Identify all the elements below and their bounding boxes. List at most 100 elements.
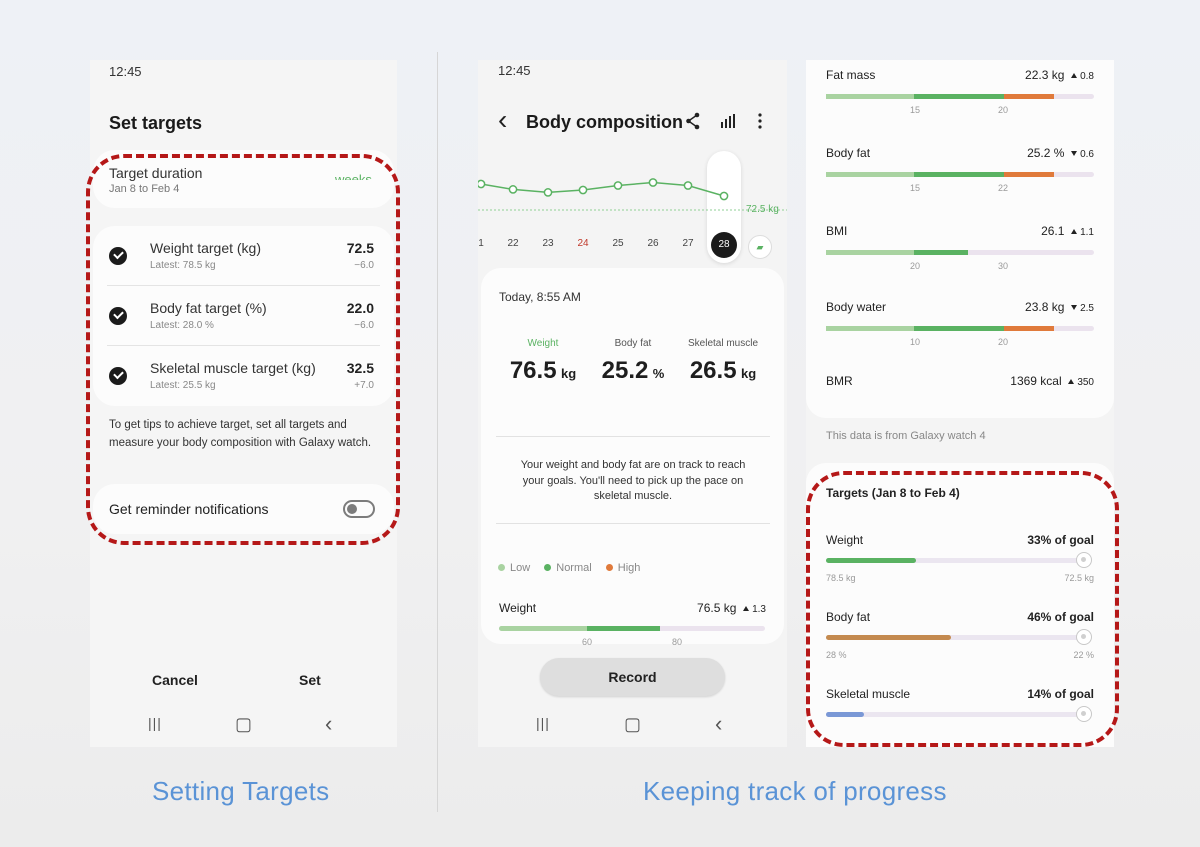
- day-item[interactable]: 24: [577, 238, 589, 249]
- targets-card: Weight target (kg) Latest: 78.5 kg 72.5 …: [93, 226, 394, 406]
- status-time: 12:45: [498, 63, 531, 78]
- back-icon[interactable]: ‹: [325, 711, 333, 736]
- weight-range-bar: [499, 626, 765, 631]
- divider: [496, 436, 770, 437]
- day-item[interactable]: 23: [542, 238, 554, 249]
- weight-row-value: 76.5 kg 1.3: [697, 601, 766, 615]
- trend-point: [543, 188, 553, 197]
- legend-low: Low: [498, 562, 530, 574]
- trend-point: [648, 178, 658, 187]
- recents-icon[interactable]: |||: [148, 715, 162, 731]
- recents-icon[interactable]: |||: [536, 715, 550, 731]
- cancel-button[interactable]: Cancel: [152, 672, 198, 688]
- panel-divider: [437, 52, 438, 812]
- target-latest: Latest: 28.0 %: [150, 320, 214, 331]
- metric-value: 76.5: [509, 357, 557, 384]
- target-delta: +7.0: [354, 380, 374, 391]
- calendar-icon[interactable]: ▰: [748, 235, 772, 259]
- metric-value: 26.1 1.1: [1041, 224, 1094, 238]
- home-icon[interactable]: ▢: [624, 714, 642, 734]
- target-line-label: 72.5 kg: [746, 204, 779, 215]
- trend-line: [480, 181, 725, 197]
- set-button[interactable]: Set: [299, 672, 321, 688]
- target-duration-unit: weeks: [335, 172, 372, 180]
- divider: [107, 345, 380, 346]
- goal-percent: 46% of goal: [1027, 610, 1094, 624]
- tick-label: 60: [582, 637, 593, 647]
- tick-label: 20: [910, 261, 921, 271]
- metric-weight: Weight 76.5 kg: [498, 338, 588, 385]
- more-options-icon[interactable]: [757, 113, 763, 129]
- goal-start-value: 78.5 kg: [826, 573, 856, 583]
- back-button[interactable]: ‹: [498, 104, 508, 135]
- timestamp: Today, 8:55 AM: [499, 290, 581, 304]
- day-item[interactable]: 25: [612, 238, 624, 249]
- metric-value: 22.3 kg 0.8: [1025, 68, 1094, 82]
- tick-label: 22: [998, 183, 1009, 193]
- check-icon[interactable]: [109, 367, 127, 385]
- metric-value: 1369 kcal 350: [1010, 374, 1094, 388]
- tick-label: 30: [998, 261, 1009, 271]
- tick-label: 20: [998, 105, 1009, 115]
- highlight-targets: [806, 471, 1119, 747]
- share-icon[interactable]: [685, 112, 701, 130]
- trend-point: [578, 185, 588, 195]
- home-icon[interactable]: ▢: [235, 714, 253, 734]
- day-item[interactable]: 26: [647, 238, 659, 249]
- metrics-card: [806, 60, 1114, 418]
- divider: [496, 523, 770, 524]
- metric-body-fat: Body fat 25.2 %: [588, 338, 678, 385]
- record-button[interactable]: Record: [540, 658, 725, 696]
- metric-label: Weight: [527, 338, 559, 349]
- target-label: Body fat target (%): [150, 300, 267, 316]
- target-latest: Latest: 25.5 kg: [150, 380, 216, 391]
- goal-end-value: 72.5 kg: [1064, 573, 1094, 583]
- legend-normal: Normal: [544, 562, 592, 574]
- metric-label: Fat mass: [826, 68, 876, 82]
- tick-label: 15: [910, 105, 921, 115]
- targets-title: Targets (Jan 8 to Feb 4): [826, 486, 960, 500]
- reminder-label: Get reminder notifications: [109, 501, 269, 517]
- metric-unit: kg: [561, 366, 577, 381]
- target-value: 22.0: [346, 300, 374, 316]
- day-item[interactable]: 1: [478, 238, 484, 249]
- target-duration-label: Target duration: [109, 165, 203, 181]
- metric-skeletal-muscle: Skeletal muscle 26.5 kg: [678, 338, 768, 385]
- metric-label: Body fat: [614, 338, 652, 349]
- weight-row-label: Weight: [499, 601, 537, 615]
- target-delta: −6.0: [354, 320, 374, 331]
- metric-value: 23.8 kg 2.5: [1025, 300, 1094, 314]
- check-icon[interactable]: [109, 307, 127, 325]
- target-duration-card[interactable]: Target duration Jan 8 to Feb 4 weeks: [93, 150, 394, 208]
- trend-point: [719, 191, 729, 201]
- goal-start-value: 28 %: [826, 650, 847, 660]
- goal-label: Body fat: [826, 610, 871, 624]
- body-details-screen: Fat mass 22.3 kg 0.8 15 20 Body fat 25.2 % 0.…: [806, 60, 1114, 747]
- metric-label: BMI: [826, 224, 848, 238]
- day-item[interactable]: 27: [682, 238, 694, 249]
- metric-range-bar: [826, 94, 1094, 99]
- goal-end-value: 22 %: [1073, 650, 1094, 660]
- progress-message: Your weight and body fat are on track to…: [520, 459, 746, 502]
- metric-label: Body water: [826, 300, 887, 314]
- goal-end-marker: [1076, 552, 1092, 568]
- trend-point: [478, 179, 486, 189]
- target-value: 32.5: [346, 360, 374, 376]
- goal-label: Skeletal muscle: [826, 687, 911, 701]
- day-selected[interactable]: 28: [711, 232, 737, 258]
- day-item[interactable]: 22: [507, 238, 519, 249]
- caption-keeping-track: Keeping track of progress: [643, 776, 947, 806]
- targets-card: [806, 463, 1114, 747]
- chart-icon[interactable]: [720, 114, 736, 129]
- metric-unit: %: [652, 366, 665, 381]
- goal-end-marker: [1076, 629, 1092, 645]
- target-latest: Latest: 78.5 kg: [150, 260, 216, 271]
- metric-unit: kg: [741, 366, 757, 381]
- check-icon[interactable]: [109, 247, 127, 265]
- back-icon[interactable]: ‹: [715, 711, 723, 736]
- target-label: Weight target (kg): [150, 240, 262, 256]
- metric-range-bar: [826, 172, 1094, 177]
- highlight-set-targets: [86, 154, 400, 545]
- metric-label: Skeletal muscle: [687, 338, 759, 349]
- data-source: This data is from Galaxy watch 4: [826, 430, 986, 442]
